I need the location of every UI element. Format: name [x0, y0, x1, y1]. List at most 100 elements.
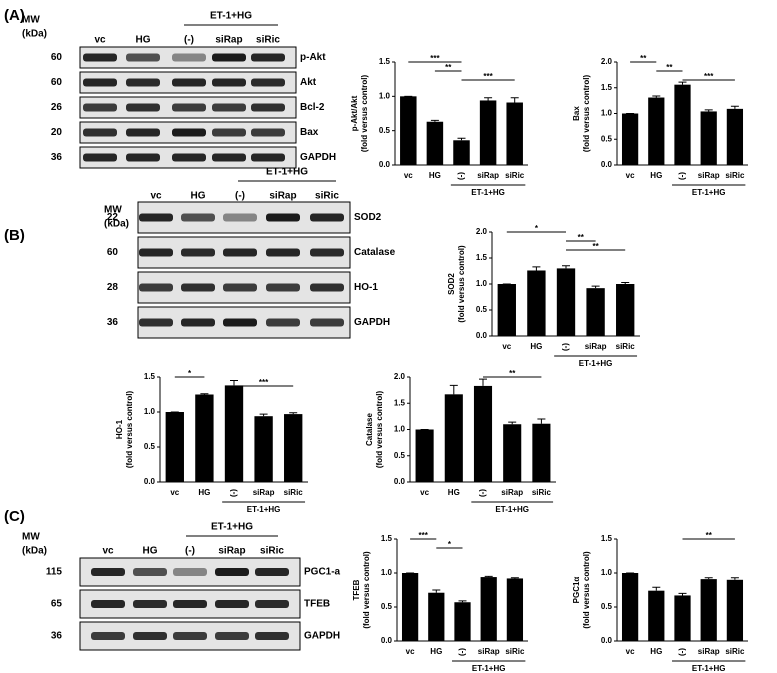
- y-tick-label: 0.0: [381, 636, 393, 645]
- bar: [726, 579, 744, 641]
- y-tick-label: 1.0: [144, 407, 156, 416]
- band: [215, 600, 249, 608]
- x-tick-label: HG: [530, 342, 542, 351]
- y-tick-label: 0.5: [144, 442, 156, 451]
- y-tick-label: 0.0: [144, 477, 156, 486]
- significance-label: *: [448, 540, 452, 549]
- band: [133, 568, 167, 576]
- band: [126, 128, 160, 137]
- band: [139, 248, 173, 257]
- lane-label: siRic: [260, 546, 284, 557]
- protein-label: HO-1: [354, 282, 378, 293]
- band: [215, 632, 249, 640]
- x-tick-label: (-): [561, 343, 570, 351]
- x-tick-label: (-): [229, 489, 238, 497]
- y-label-sub: (fold versus control): [375, 390, 384, 468]
- y-tick-label: 1.5: [144, 372, 156, 381]
- band: [266, 318, 300, 327]
- y-tick-label: 0.0: [601, 636, 613, 645]
- bar: [621, 113, 639, 165]
- x-tick-label: (-): [678, 172, 687, 180]
- mw-value: 28: [107, 282, 119, 293]
- bar: [648, 97, 665, 165]
- x-tick-label: siRap: [478, 647, 500, 656]
- bar: [165, 412, 184, 482]
- band: [181, 213, 215, 222]
- band: [83, 103, 117, 112]
- group-label: ET-1+HG: [247, 505, 281, 514]
- mw-value: 60: [51, 77, 63, 88]
- significance-label: **: [578, 233, 585, 242]
- band: [251, 78, 285, 87]
- error-bar: [652, 95, 661, 98]
- band: [251, 53, 285, 62]
- mw-value: 60: [107, 247, 119, 258]
- band: [255, 568, 289, 576]
- x-tick-label: (-): [478, 489, 487, 497]
- bar: [415, 429, 434, 482]
- band: [172, 103, 206, 112]
- error-bar: [730, 105, 739, 109]
- band: [310, 318, 344, 327]
- bar: [400, 96, 417, 165]
- bar: [700, 579, 717, 641]
- error-bar: [652, 586, 661, 591]
- bar: [556, 268, 576, 336]
- y-label-sub: (fold versus control): [582, 551, 591, 629]
- lane-label: (-): [184, 35, 194, 46]
- x-tick-label: siRic: [532, 488, 552, 497]
- bar: [527, 270, 546, 336]
- y-label: HO-1: [115, 419, 124, 439]
- mw-value: 26: [51, 102, 63, 113]
- protein-label: p-Akt: [300, 52, 326, 63]
- y-tick-label: 2.0: [601, 57, 613, 66]
- y-label: SOD2: [447, 273, 456, 295]
- mw-unit: (kDa): [22, 29, 47, 40]
- band: [266, 248, 300, 257]
- bar: [586, 288, 605, 336]
- bar: [428, 592, 445, 641]
- error-bar: [479, 378, 487, 386]
- y-label: p-Akt/Akt: [350, 95, 359, 131]
- bar: [497, 284, 516, 336]
- bar: [444, 394, 463, 482]
- significance-label: **: [640, 54, 647, 63]
- band: [251, 103, 285, 112]
- panel-label: (C): [4, 508, 25, 525]
- significance-label: **: [666, 63, 673, 72]
- protein-label: GAPDH: [304, 631, 340, 642]
- error-bar: [704, 577, 713, 580]
- bar: [506, 578, 524, 641]
- y-tick-label: 1.5: [601, 534, 613, 543]
- x-tick-label: (-): [458, 648, 467, 656]
- lane-label: siRic: [256, 35, 280, 46]
- significance-label: ***: [483, 72, 493, 81]
- x-tick-label: siRic: [505, 171, 525, 180]
- protein-label: Bax: [300, 127, 319, 138]
- band: [223, 213, 257, 222]
- mw-value: 22: [107, 212, 119, 223]
- error-bar: [230, 380, 238, 386]
- band: [172, 128, 206, 137]
- band: [83, 153, 117, 162]
- x-tick-label: siRic: [725, 647, 745, 656]
- x-tick-label: vc: [420, 488, 429, 497]
- bar: [726, 108, 744, 165]
- band: [223, 283, 257, 292]
- mw-title: MW: [22, 532, 40, 543]
- band: [212, 153, 246, 162]
- bar: [674, 595, 691, 641]
- error-bar: [678, 592, 687, 596]
- error-bar: [678, 81, 687, 85]
- y-tick-label: 0.5: [381, 602, 393, 611]
- band: [215, 568, 249, 576]
- error-bar: [704, 109, 713, 112]
- y-tick-label: 0.0: [601, 160, 613, 169]
- band: [91, 632, 125, 640]
- band: [266, 283, 300, 292]
- lane-label: HG: [136, 35, 151, 46]
- significance-label: **: [706, 531, 713, 540]
- significance-label: *: [188, 369, 192, 378]
- band: [181, 318, 215, 327]
